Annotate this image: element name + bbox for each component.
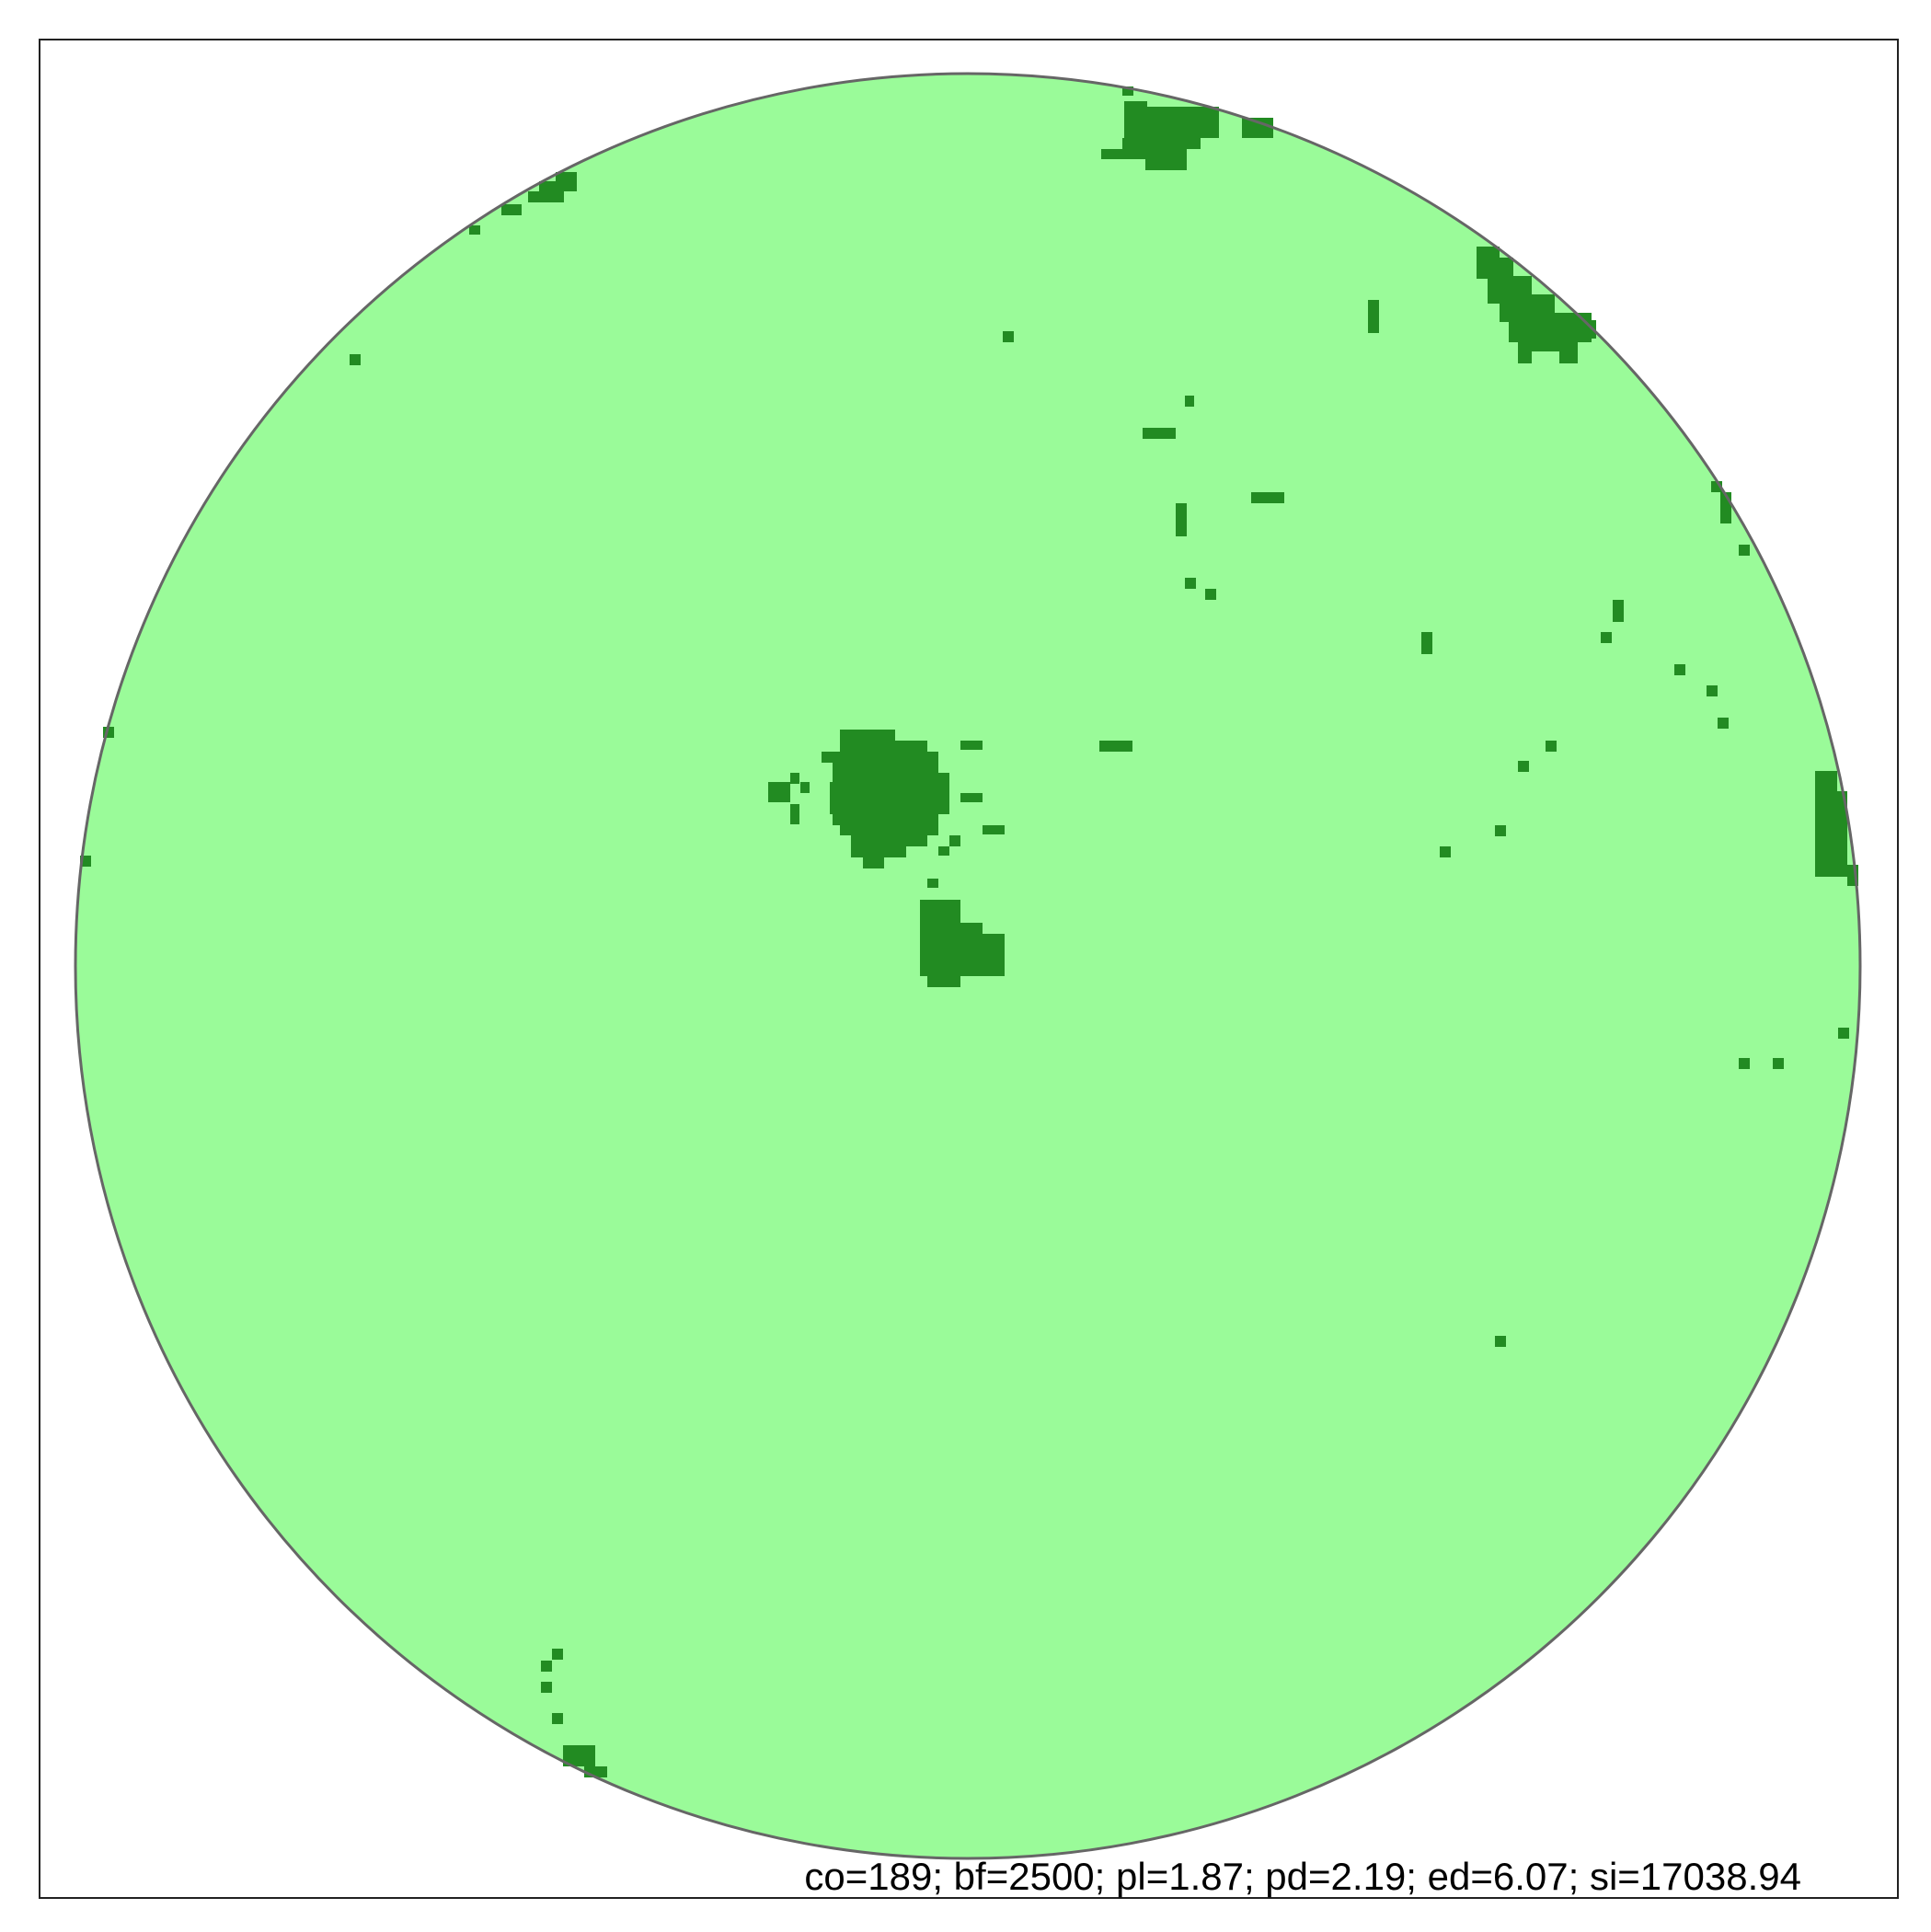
patch-cell [552, 1649, 563, 1660]
patch-fragment [469, 225, 480, 235]
patch-fragment [938, 846, 949, 856]
patch-cell [1707, 685, 1718, 696]
bottom-left-rim-patch [563, 1745, 607, 1777]
patch-fragment [800, 782, 810, 793]
patch-fragment [1122, 86, 1133, 96]
patch-cell [1674, 664, 1685, 675]
lower-central-patch [920, 900, 1005, 987]
patch-fragment [822, 752, 840, 763]
central-patch [830, 730, 949, 868]
patch-fragment [790, 804, 799, 824]
patch-cell [1838, 1028, 1849, 1039]
patch-fragment [501, 204, 522, 215]
study-area-outline [74, 72, 1862, 1860]
patch-cell [1099, 741, 1132, 752]
patch-cell [1495, 1336, 1506, 1347]
patch-fragment [960, 793, 983, 802]
patch-cell [1601, 632, 1612, 643]
upper-left-rim-patch [528, 172, 577, 202]
metrics-caption: co=189; bf=2500; pl=1.87; pd=2.19; ed=6.… [804, 1855, 1801, 1898]
patch-cell [1185, 578, 1196, 589]
patch-fragment [768, 782, 790, 802]
patch-cell [552, 1713, 563, 1724]
patch-cell [1518, 761, 1529, 772]
patch-fragment [927, 879, 938, 888]
patch-cell [1143, 428, 1176, 439]
habitat-patches [80, 86, 1858, 1777]
patch-fragment [949, 835, 960, 846]
patch-cell [1421, 632, 1432, 654]
patch-cell [1185, 396, 1194, 407]
patch-cell [1440, 846, 1451, 857]
patch-fragment [841, 730, 852, 741]
patch-cell [1251, 492, 1284, 503]
patch-fragment [983, 825, 1005, 834]
patch-cell [1205, 589, 1216, 600]
patch-cell [1546, 741, 1557, 752]
patch-cell [1718, 718, 1729, 729]
right-rim-patch [1815, 771, 1858, 886]
top-rim-patch [1101, 101, 1219, 170]
patch-fragment [790, 773, 799, 784]
plot-frame [39, 39, 1899, 1899]
patch-fragment [960, 741, 983, 750]
patch-cell [1773, 1058, 1784, 1069]
patch-cell [541, 1682, 552, 1693]
patch-fragment [350, 354, 361, 365]
patch-cell [1003, 331, 1014, 342]
patch-cell [1739, 1058, 1750, 1069]
patch-cell [1613, 600, 1624, 622]
upper-right-rim-patch [1477, 247, 1592, 363]
patch-cell [1176, 503, 1187, 536]
patch-cell [1495, 825, 1506, 836]
patch-fragment [1242, 118, 1273, 138]
patch-cell [1368, 300, 1379, 333]
patch-cell [541, 1661, 552, 1672]
patch-cell [1739, 545, 1750, 556]
